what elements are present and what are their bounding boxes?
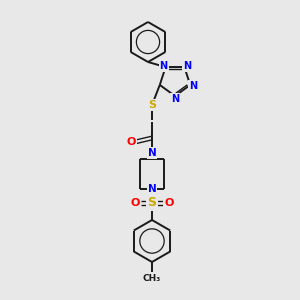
- Text: N: N: [148, 184, 156, 194]
- Text: O: O: [164, 198, 174, 208]
- Text: S: S: [148, 100, 156, 110]
- Text: O: O: [130, 198, 140, 208]
- Text: N: N: [189, 81, 197, 91]
- Text: N: N: [171, 94, 179, 104]
- Text: N: N: [148, 148, 156, 158]
- Text: O: O: [126, 137, 136, 147]
- Text: S: S: [148, 196, 157, 209]
- Text: N: N: [160, 61, 168, 71]
- Text: CH₃: CH₃: [143, 274, 161, 283]
- Text: N: N: [183, 61, 191, 71]
